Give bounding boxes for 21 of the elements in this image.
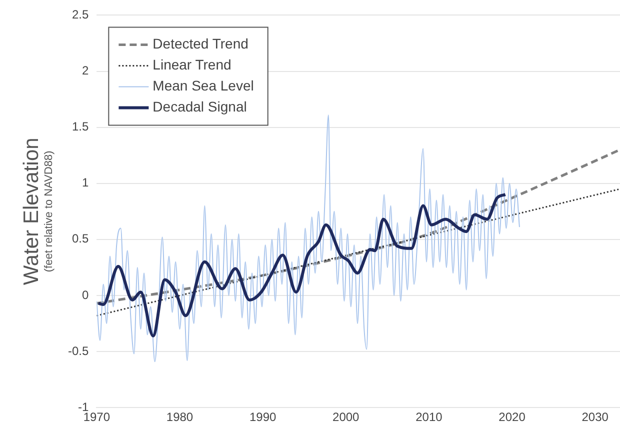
legend-label: Decadal Signal — [152, 98, 247, 115]
y-axis-title: Water Elevation (feet relative to NAVD88) — [20, 138, 55, 286]
line-series — [96, 193, 507, 338]
y-tick-label: 0 — [82, 288, 89, 302]
x-tick-label: 2030 — [582, 410, 609, 424]
y-tick-label: 2.5 — [72, 8, 89, 22]
legend-label: Linear Trend — [152, 56, 232, 73]
x-tick-label: 1980 — [166, 410, 194, 424]
y-tick-label: 0.5 — [72, 232, 89, 246]
y-tick-label: 1 — [82, 176, 89, 190]
x-tick-label: 2020 — [498, 410, 526, 424]
legend-label: Detected Trend — [152, 36, 248, 52]
line-series — [96, 114, 520, 362]
y-tick-label: 1.5 — [72, 120, 89, 134]
y-tick-label: -0.5 — [68, 344, 89, 358]
line-series — [96, 148, 620, 305]
x-tick-label: 2000 — [332, 410, 360, 424]
legend-label: Mean Sea Level — [152, 78, 254, 94]
y-tick-label: 2 — [82, 64, 89, 78]
x-tick-label: 2010 — [416, 410, 443, 424]
x-tick-label: 1990 — [249, 410, 276, 424]
